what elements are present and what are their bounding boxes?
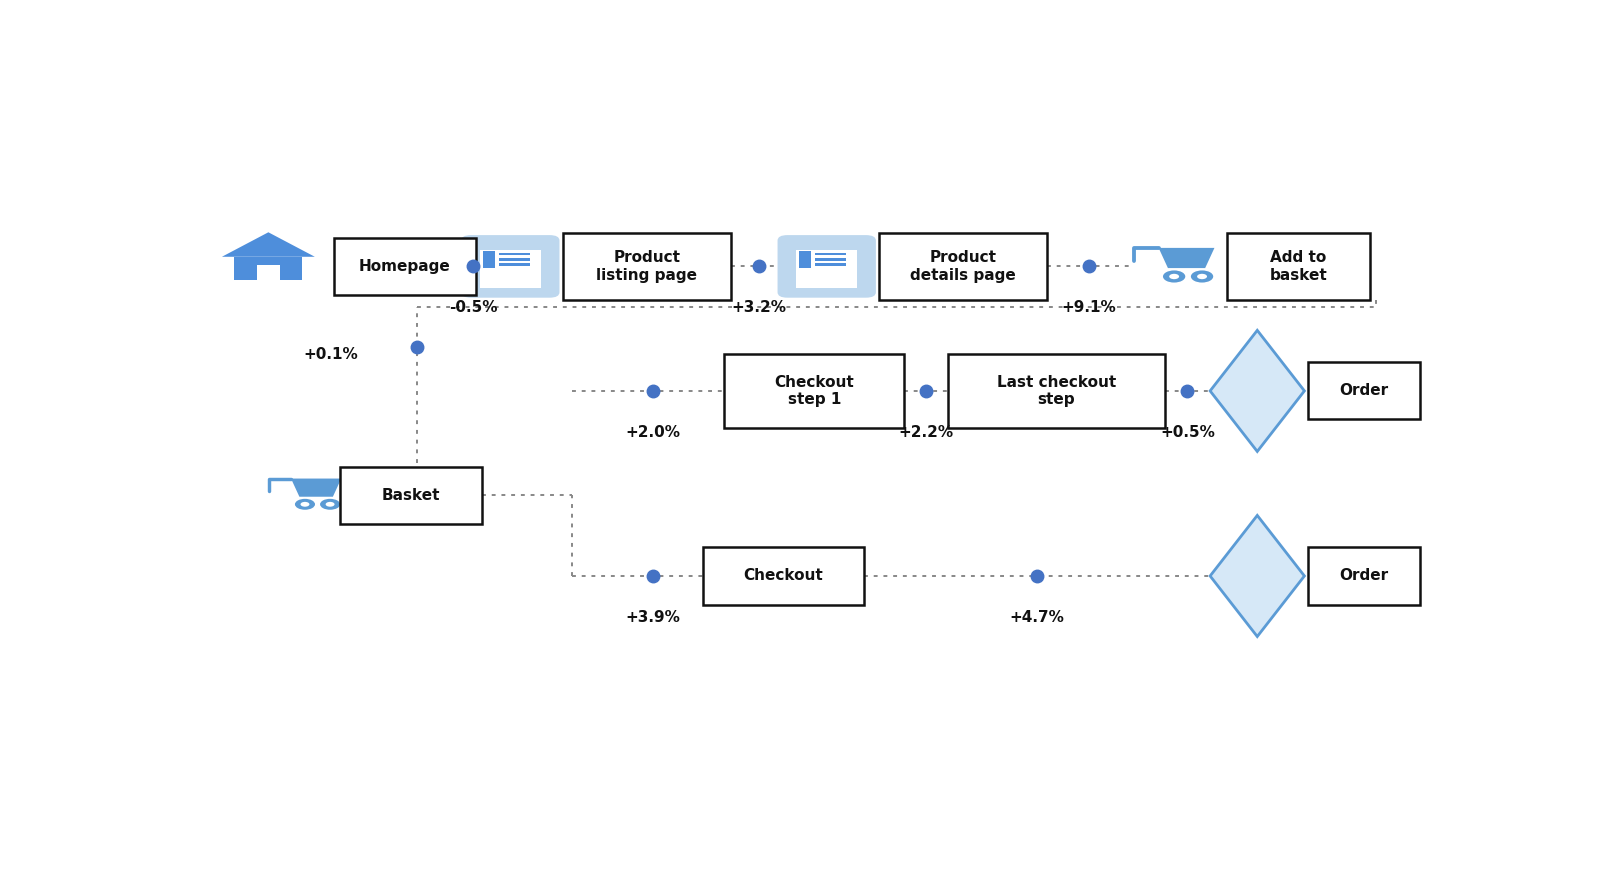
Text: Last checkout
step: Last checkout step — [997, 375, 1116, 407]
FancyBboxPatch shape — [703, 547, 865, 605]
FancyBboxPatch shape — [500, 263, 530, 266]
FancyBboxPatch shape — [500, 253, 530, 255]
Circle shape — [1191, 270, 1214, 282]
Text: Basket: Basket — [381, 488, 440, 503]
Text: Checkout: Checkout — [743, 568, 823, 584]
Polygon shape — [1210, 516, 1305, 636]
FancyBboxPatch shape — [484, 261, 495, 268]
FancyBboxPatch shape — [1308, 363, 1420, 420]
FancyBboxPatch shape — [258, 265, 280, 280]
FancyBboxPatch shape — [564, 232, 730, 300]
FancyBboxPatch shape — [480, 250, 541, 288]
FancyBboxPatch shape — [724, 354, 905, 428]
FancyBboxPatch shape — [799, 261, 812, 268]
Circle shape — [1162, 270, 1185, 282]
Text: -0.5%: -0.5% — [450, 300, 498, 315]
FancyBboxPatch shape — [461, 235, 559, 298]
Circle shape — [301, 502, 309, 507]
Text: Order: Order — [1340, 568, 1388, 584]
FancyBboxPatch shape — [778, 235, 876, 298]
Text: Product
listing page: Product listing page — [596, 250, 698, 282]
FancyBboxPatch shape — [796, 250, 857, 288]
Text: Add to
basket: Add to basket — [1270, 250, 1327, 282]
Text: +0.1%: +0.1% — [303, 347, 357, 362]
FancyBboxPatch shape — [333, 238, 475, 295]
Polygon shape — [1210, 330, 1305, 452]
Text: Product
details page: Product details page — [911, 250, 1017, 282]
Circle shape — [320, 499, 339, 510]
FancyBboxPatch shape — [879, 232, 1047, 300]
Text: +2.0%: +2.0% — [626, 425, 680, 440]
Circle shape — [295, 499, 315, 510]
Circle shape — [325, 502, 335, 507]
FancyBboxPatch shape — [234, 257, 303, 280]
Text: Checkout
step 1: Checkout step 1 — [775, 375, 855, 407]
FancyBboxPatch shape — [484, 251, 495, 257]
FancyBboxPatch shape — [799, 256, 812, 262]
FancyBboxPatch shape — [1226, 232, 1369, 300]
Circle shape — [1169, 274, 1178, 279]
FancyBboxPatch shape — [339, 467, 482, 524]
Polygon shape — [291, 479, 341, 496]
Text: +4.7%: +4.7% — [1010, 610, 1065, 625]
Text: +3.2%: +3.2% — [732, 300, 786, 315]
FancyBboxPatch shape — [815, 253, 847, 255]
FancyBboxPatch shape — [484, 256, 495, 262]
FancyBboxPatch shape — [815, 258, 847, 260]
Text: +9.1%: +9.1% — [1061, 300, 1116, 315]
FancyBboxPatch shape — [799, 251, 812, 257]
FancyBboxPatch shape — [1308, 547, 1420, 605]
FancyBboxPatch shape — [500, 258, 530, 260]
Text: Homepage: Homepage — [359, 259, 451, 274]
Polygon shape — [223, 232, 315, 257]
FancyBboxPatch shape — [815, 263, 847, 266]
Text: +0.5%: +0.5% — [1161, 425, 1215, 440]
Text: +2.2%: +2.2% — [898, 425, 954, 440]
Text: +3.9%: +3.9% — [626, 610, 680, 625]
Polygon shape — [1159, 248, 1215, 268]
FancyBboxPatch shape — [948, 354, 1166, 428]
Text: Order: Order — [1340, 384, 1388, 399]
Circle shape — [1198, 274, 1207, 279]
